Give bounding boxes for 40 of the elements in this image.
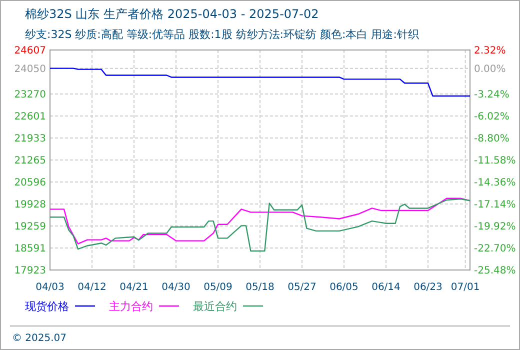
y2-tick-label: -19.92% [474, 222, 516, 232]
x-tick-label: 06/23 [414, 282, 442, 293]
y2-tick-label: 2.32% [474, 46, 506, 56]
y-tick-label: 17923 [14, 266, 46, 276]
y2-tick-label: -3.24% [474, 90, 510, 100]
y-tick-label: 19259 [14, 222, 46, 233]
y2-tick-label: -6.02% [474, 112, 510, 122]
x-tick-label: 06/05 [330, 282, 358, 293]
x-tick-label: 05/18 [246, 282, 274, 293]
y-tick-label: 20596 [14, 178, 46, 189]
y2-tick-label: -14.36% [474, 178, 516, 188]
y-tick-label: 21933 [14, 134, 46, 145]
x-tick-label: 04/30 [162, 282, 190, 293]
y2-tick-label: -8.80% [474, 134, 510, 144]
x-tick-label: 05/09 [204, 282, 232, 293]
y-tick-label: 24050 [14, 64, 46, 75]
y-tick-label: 23270 [14, 90, 46, 101]
legend-label: 最近合约 [193, 300, 237, 313]
x-tick-label: 06/14 [372, 282, 400, 293]
x-tick-label: 04/03 [36, 282, 64, 293]
y-tick-label: 22601 [14, 112, 46, 123]
x-tick-label: 07/01 [450, 282, 480, 293]
text: © 2025.07 [12, 333, 67, 344]
y-tick-label: 21265 [14, 156, 46, 166]
chart-subtitle: 纱支:32S 纱质:高配 等级:优等品 股数:1股 纺纱方法:环锭纺 颜色:本白 用途:针织 [25, 28, 419, 41]
legend-label: 主力合约 [109, 300, 153, 313]
legend-label: 现货价格 [25, 300, 69, 313]
x-tick-label: 04/21 [120, 282, 148, 293]
y-tick-label: 19928 [14, 200, 46, 211]
y2-tick-label: -25.48% [474, 266, 516, 276]
y2-tick-label: -11.58% [474, 156, 516, 166]
line-series [49, 68, 471, 97]
y-tick-label: 24607 [14, 46, 46, 56]
x-tick-label: 04/12 [78, 282, 106, 293]
y-tick-label: 18591 [14, 244, 46, 255]
y2-tick-label: -17.14% [474, 200, 516, 210]
y2-tick-label: -22.70% [474, 244, 516, 254]
x-tick-label: 05/27 [288, 282, 316, 293]
chart-title: 棉纱32S 山东 生产者价格 2025-04-03 - 2025-07-02 [25, 7, 319, 21]
y2-tick-label: 0.00% [474, 64, 506, 75]
